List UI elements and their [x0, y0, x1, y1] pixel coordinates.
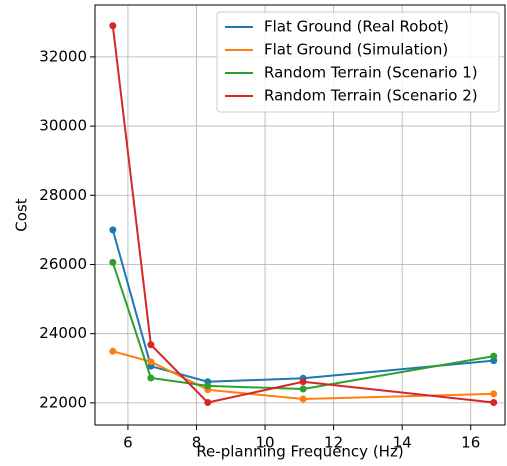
- series-line: [111, 229, 494, 383]
- data-point: [204, 399, 212, 407]
- data-point: [299, 378, 307, 386]
- x-tick-label: 16: [461, 434, 480, 452]
- y-tick-label: 32000: [39, 47, 87, 65]
- legend-label: Random Terrain (Scenario 2): [264, 87, 478, 105]
- legend-label: Flat Ground (Real Robot): [264, 18, 449, 36]
- plot-frame: [94, 4, 506, 426]
- legend-label: Random Terrain (Scenario 1): [264, 64, 478, 82]
- y-tick-label: 28000: [39, 186, 87, 204]
- y-tick-label: 22000: [39, 393, 87, 411]
- y-tick-label: 30000: [39, 117, 87, 135]
- x-tick-label: 12: [324, 434, 343, 452]
- x-tick-label: 10: [255, 434, 274, 452]
- data-point: [299, 395, 307, 403]
- data-point: [490, 390, 498, 398]
- data-point: [490, 399, 498, 407]
- y-tick-label: 26000: [39, 255, 87, 273]
- y-axis-label: Cost: [13, 198, 31, 231]
- data-point: [147, 374, 155, 382]
- x-axis-label: Re-planning Frequency (Hz): [196, 443, 403, 461]
- legend-label: Flat Ground (Simulation): [264, 41, 448, 59]
- x-tick-label: 14: [393, 434, 412, 452]
- data-point: [109, 258, 117, 266]
- data-point: [147, 341, 155, 349]
- data-point: [490, 352, 498, 360]
- data-point: [147, 358, 155, 366]
- x-tick-label: 6: [123, 434, 133, 452]
- y-tick-label: 24000: [39, 324, 87, 342]
- legend-box: [216, 11, 500, 113]
- data-point: [299, 385, 307, 393]
- data-point: [204, 382, 212, 390]
- x-tick-label: 8: [192, 434, 202, 452]
- data-point: [109, 347, 117, 355]
- data-point: [109, 22, 117, 30]
- data-point: [109, 226, 117, 234]
